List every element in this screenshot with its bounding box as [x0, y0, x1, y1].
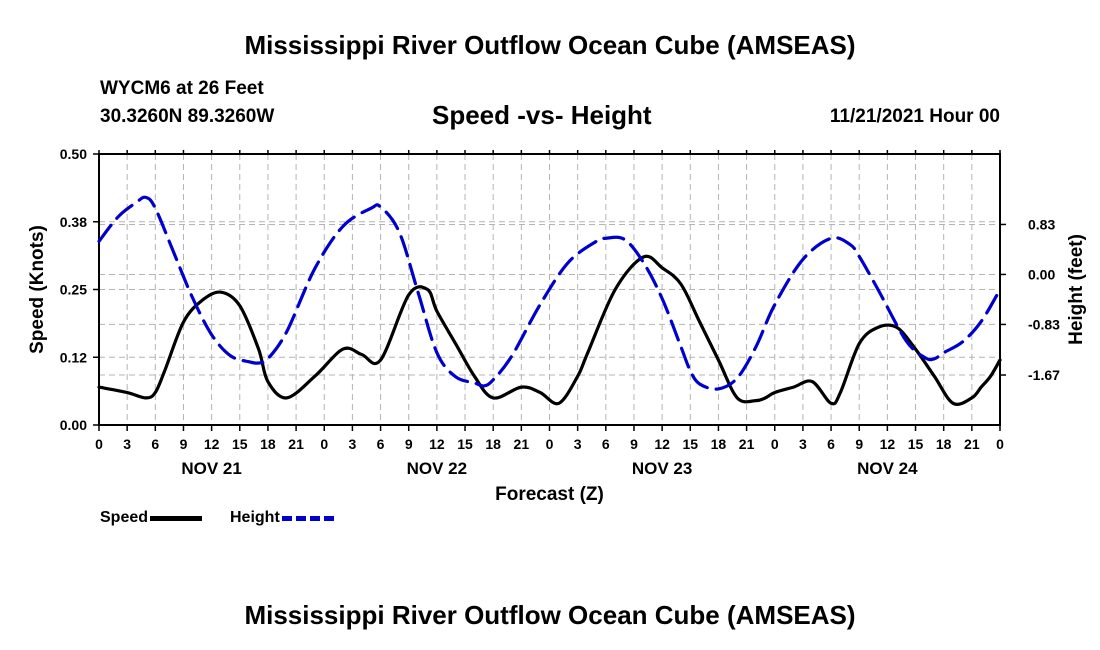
- y-tick-label-right: -1.67: [1028, 367, 1060, 383]
- chart-title: Speed -vs- Height: [432, 100, 652, 130]
- y-tick-label-right: -0.83: [1028, 316, 1060, 332]
- y-tick-label-right: 0.00: [1028, 266, 1055, 282]
- x-tick-label: 6: [602, 436, 610, 452]
- x-tick-label: 3: [349, 436, 357, 452]
- x-tick-label: 0: [546, 436, 554, 452]
- x-day-label: NOV 23: [632, 459, 692, 478]
- station-name-depth: WYCM6 at 26 Feet: [100, 78, 264, 99]
- x-tick-label: 15: [457, 436, 473, 452]
- y-tick-label-left: 0.12: [60, 349, 87, 365]
- x-tick-label: 3: [799, 436, 807, 452]
- legend-speed: Speed: [100, 509, 203, 527]
- x-tick-label: 12: [654, 436, 670, 452]
- x-tick-label: 9: [405, 436, 413, 452]
- x-tick-label: 0: [320, 436, 328, 452]
- x-tick-label: 9: [855, 436, 863, 452]
- x-tick-label: 9: [630, 436, 638, 452]
- x-axis-title: Forecast (Z): [495, 484, 604, 505]
- x-tick-label: 0: [771, 436, 779, 452]
- y-tick-label-left: 0.38: [60, 214, 87, 230]
- legend-speed-swatch: [150, 515, 203, 521]
- y-tick-label-left: 0.25: [60, 282, 87, 298]
- x-tick-label: 18: [936, 436, 952, 452]
- x-tick-label: 15: [232, 436, 248, 452]
- x-tick-label: 9: [180, 436, 188, 452]
- y-tick-label-left: 0.50: [60, 146, 87, 162]
- x-tick-label: 6: [827, 436, 835, 452]
- legend-speed-label: Speed: [100, 509, 149, 526]
- x-tick-label: 21: [514, 436, 530, 452]
- x-tick-label: 12: [880, 436, 896, 452]
- series-line-height: [97, 195, 1002, 391]
- x-day-label: NOV 22: [407, 459, 467, 478]
- x-tick-label: 18: [260, 436, 276, 452]
- legend-height: Height: [230, 509, 334, 527]
- x-tick-label: 15: [908, 436, 924, 452]
- x-tick-label: 0: [996, 436, 1004, 452]
- series-line-speed: [97, 254, 1002, 406]
- x-tick-label: 12: [429, 436, 445, 452]
- x-tick-label: 3: [123, 436, 131, 452]
- x-tick-label: 6: [377, 436, 385, 452]
- x-day-label: NOV 21: [181, 459, 241, 478]
- y-axis-title-left: Speed (Knots): [27, 225, 48, 354]
- legend-height-swatch: [281, 515, 334, 521]
- repeat-title: Mississippi River Outflow Ocean Cube (AM…: [244, 600, 856, 630]
- x-tick-label: 21: [739, 436, 755, 452]
- station-coords: 30.3260N 89.3260W: [100, 106, 275, 127]
- x-tick-label: 15: [682, 436, 698, 452]
- x-day-label: NOV 24: [857, 459, 918, 478]
- x-tick-label: 21: [964, 436, 980, 452]
- y-tick-label-left: 0.00: [60, 417, 87, 433]
- x-tick-label: 18: [711, 436, 727, 452]
- x-tick-label: 6: [151, 436, 159, 452]
- x-tick-label: 3: [574, 436, 582, 452]
- x-tick-label: 12: [204, 436, 220, 452]
- x-tick-label: 18: [485, 436, 501, 452]
- y-axis-title-right: Height (feet): [1066, 234, 1087, 345]
- x-tick-label: 21: [288, 436, 304, 452]
- forecast-datetime: 11/21/2021 Hour 00: [829, 106, 1000, 127]
- y-tick-label-right: 0.83: [1028, 216, 1055, 232]
- legend-height-label: Height: [230, 509, 280, 526]
- main-title: Mississippi River Outflow Ocean Cube (AM…: [244, 30, 856, 60]
- x-tick-label: 0: [95, 436, 103, 452]
